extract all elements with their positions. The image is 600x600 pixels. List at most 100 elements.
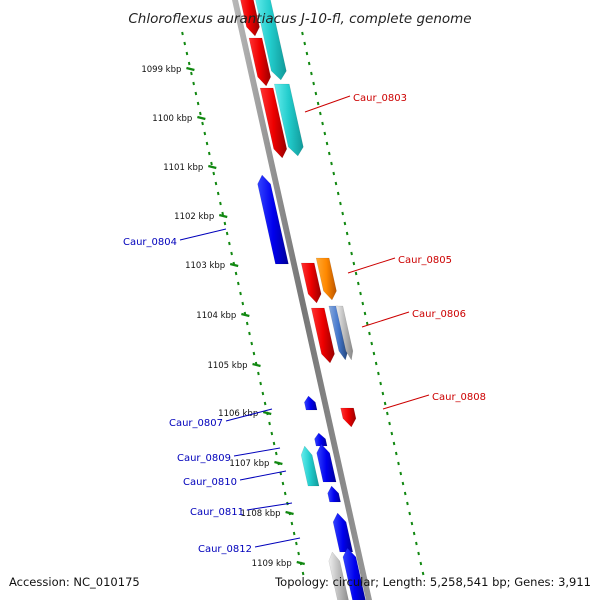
tick-dot [239, 291, 242, 296]
tick-dot [301, 571, 305, 576]
tick-dot [245, 321, 249, 326]
gene-arrow [335, 305, 354, 361]
tick-dot [399, 471, 403, 476]
tick-tracks [181, 31, 425, 576]
gene-leader-line [382, 394, 430, 410]
gene-label-caur-0807[interactable]: Caur_0807 [169, 418, 223, 429]
tick-dot [314, 91, 318, 96]
gene-label-caur-0810[interactable]: Caur_0810 [183, 477, 237, 488]
tick-dot [348, 241, 351, 246]
tick-label: 1101 kbp [163, 163, 203, 173]
tick-dot [290, 521, 294, 526]
tick-dot [228, 241, 231, 246]
tick-dot [330, 161, 333, 166]
gene-arrow-caur-0805 [315, 257, 337, 301]
tick-dot [377, 371, 380, 376]
gene-label-caur-0804[interactable]: Caur_0804 [123, 237, 177, 248]
major-tick [208, 164, 217, 170]
tick-dot [216, 191, 220, 196]
tick-dot [219, 201, 222, 206]
tick-dot [357, 281, 360, 286]
tick-label: 1108 kbp [241, 509, 281, 519]
tick-dot [268, 421, 271, 426]
tick-dot [210, 161, 213, 166]
tick-dot [225, 231, 229, 236]
gene-arrow [342, 547, 366, 600]
tick-label: 1099 kbp [141, 65, 181, 75]
tick-dot [196, 101, 200, 106]
major-tick [229, 262, 239, 268]
gene-arrow-caur-0808 [340, 407, 357, 428]
tick-dot [327, 151, 331, 156]
tick-dot [207, 151, 211, 156]
major-tick [274, 460, 283, 466]
gene-label-caur-0806[interactable]: Caur_0806 [412, 309, 466, 320]
tick-dot [386, 411, 389, 416]
major-tick [186, 66, 195, 72]
gene-leader-line [254, 537, 301, 548]
tick-label: 1109 kbp [252, 559, 292, 569]
gene-label-caur-0805[interactable]: Caur_0805 [398, 255, 452, 266]
tick-dot [205, 141, 209, 146]
tick-dot [412, 531, 416, 536]
major-tick [262, 410, 272, 416]
gene-label-caur-0811[interactable]: Caur_0811 [190, 507, 244, 518]
tick-dot [321, 121, 324, 126]
gene-arrow [300, 262, 322, 304]
tick-dot [297, 551, 300, 556]
gene-arrow [328, 551, 349, 600]
gene-label-caur-0808[interactable]: Caur_0808 [432, 392, 486, 403]
tick-dot [307, 61, 311, 66]
tick-dot [250, 341, 254, 346]
tick-dot [341, 211, 344, 216]
tick-dot [372, 351, 376, 356]
gene-leader-line [246, 502, 293, 511]
tick-label: 1102 kbp [174, 212, 214, 222]
genome-backbone [231, 0, 373, 600]
tick-dot [354, 271, 358, 276]
tick-dot [379, 381, 382, 386]
gene-leader-line [239, 470, 287, 481]
gene-label-caur-0809[interactable]: Caur_0809 [177, 453, 231, 464]
tick-dot [212, 171, 216, 176]
gene-features [240, 0, 366, 600]
tick-dot [325, 141, 329, 146]
gene-arrow-caur-0804 [257, 174, 289, 265]
gene-label-caur-0812[interactable]: Caur_0812 [198, 544, 252, 555]
tick-dot [316, 101, 320, 106]
tick-dot [343, 221, 347, 226]
tick-dot [410, 521, 414, 526]
tick-dot [248, 331, 251, 336]
gene-arrow [259, 87, 288, 159]
tick-dot [221, 211, 224, 216]
tick-dot [183, 41, 187, 46]
tick-dot [417, 551, 420, 556]
tick-dot [187, 61, 191, 66]
tick-label: 1104 kbp [196, 311, 236, 321]
tick-dot [292, 531, 296, 536]
tick-dot [370, 341, 374, 346]
gene-leader-line [361, 311, 410, 328]
tick-label: 1100 kbp [152, 114, 192, 124]
tick-dot [259, 381, 262, 386]
gene-arrow-caur-0809 [314, 432, 328, 447]
tick-dot [334, 181, 338, 186]
tick-dot [359, 291, 362, 296]
tick-dot [223, 221, 227, 226]
tick-label: 1103 kbp [185, 261, 225, 271]
tick-dot [336, 191, 340, 196]
tick-dot [272, 441, 276, 446]
gene-label-caur-0803[interactable]: Caur_0803 [353, 93, 407, 104]
gene-arrow [255, 0, 287, 81]
major-tick [252, 362, 261, 368]
gene-leader-line [225, 408, 273, 422]
tick-dot [274, 451, 278, 456]
tick-dot [383, 401, 387, 406]
gene-leader-line [347, 257, 396, 274]
tick-dot [295, 541, 298, 546]
tick-dot [234, 271, 238, 276]
tick-dot [381, 391, 385, 396]
accession-text: Accession: NC_010175 [9, 575, 140, 589]
tick-dot [263, 401, 267, 406]
